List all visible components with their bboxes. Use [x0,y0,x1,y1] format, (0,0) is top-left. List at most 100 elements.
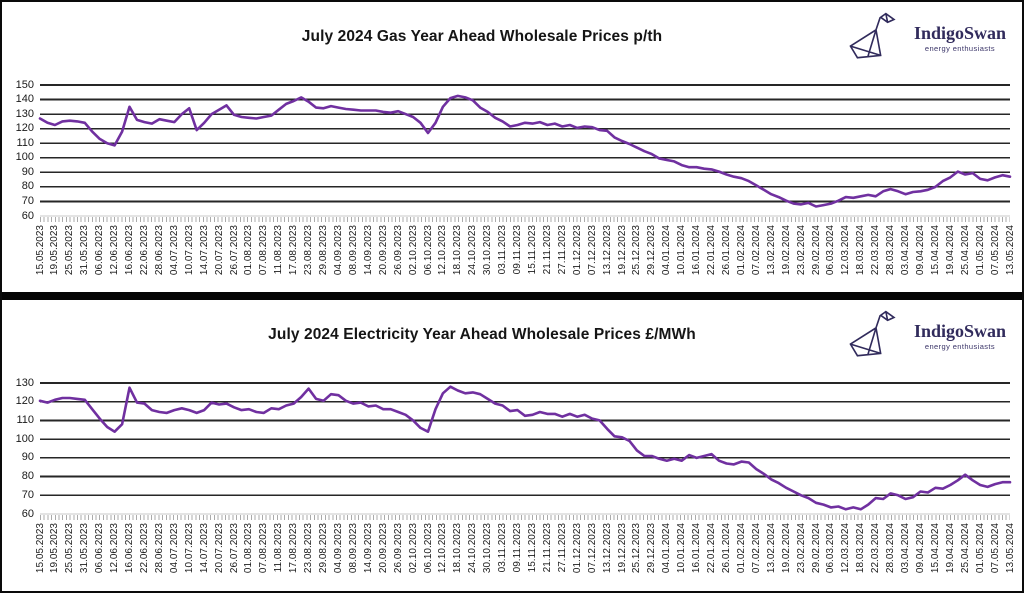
x-axis-label: 12.03.2024 [840,523,852,574]
y-axis-label: 70 [21,488,34,501]
logo-tagline: energy enthusiasts [924,44,996,53]
x-axis-label: 08.09.2023 [347,523,359,574]
x-axis-tick-strip [40,515,1010,520]
x-axis-label: 15.04.2024 [929,225,941,276]
x-axis-label: 15.05.2023 [34,225,46,276]
y-axis-label: 90 [21,165,34,178]
x-axis-label: 19.05.2023 [49,523,61,574]
x-axis-label: 11.08.2023 [273,523,285,573]
x-axis-label: 19.12.2023 [616,523,628,574]
x-axis-label: 29.02.2024 [810,523,822,574]
logo-name: IndigoSwan [913,321,1006,341]
x-axis-label: 19.04.2024 [944,523,956,574]
x-axis-label: 13.05.2024 [1004,523,1016,574]
x-axis-label: 16.01.2024 [691,523,703,574]
x-axis-label: 23.02.2024 [795,523,807,574]
x-axis-label: 27.11.2023 [556,523,568,573]
x-axis-label: 12.06.2023 [109,225,121,276]
gas-chart-title: July 2024 Gas Year Ahead Wholesale Price… [301,28,663,45]
gas-panel: July 2024 Gas Year Ahead Wholesale Price… [2,2,1022,292]
x-axis-label: 16.06.2023 [124,225,136,276]
x-axis-label: 04.01.2024 [661,523,673,574]
x-axis-label: 10.07.2023 [183,523,195,574]
x-axis-label: 03.11.2023 [497,225,509,275]
x-axis-label: 22.06.2023 [138,225,150,276]
x-axis-label: 09.11.2023 [512,225,524,275]
x-axis-label: 21.11.2023 [541,225,553,275]
x-axis-label: 07.02.2024 [750,225,762,276]
x-axis-label: 30.10.2023 [482,523,494,574]
x-axis-label: 03.11.2023 [497,523,509,573]
x-axis-label: 04.01.2024 [661,225,673,276]
y-axis-label: 60 [21,209,34,222]
x-axis-label: 25.05.2023 [64,225,76,276]
indigoswan-logo: IndigoSwan energy enthusiasts [847,309,1006,363]
x-axis-label: 20.09.2023 [377,523,389,574]
x-axis-label: 03.04.2024 [900,225,912,276]
price-line [38,385,1012,511]
x-axis-label: 15.04.2024 [929,523,941,574]
y-axis-label: 100 [15,432,34,445]
x-axis-label: 14.07.2023 [198,523,210,574]
x-axis-label: 01.08.2023 [243,225,255,276]
x-axis-label: 19.05.2023 [49,225,61,276]
x-axis-label: 13.12.2023 [601,225,613,276]
x-axis-label: 15.05.2023 [34,523,46,574]
x-axis-label: 21.11.2023 [541,523,553,573]
x-axis-label: 12.03.2024 [840,225,852,276]
x-axis-label: 06.06.2023 [94,523,106,574]
x-axis-label: 25.04.2024 [959,523,971,574]
x-axis-label: 29.08.2023 [318,225,330,276]
x-axis-label: 02.10.2023 [407,523,419,574]
x-axis-label: 30.10.2023 [482,225,494,276]
price-line [38,94,1012,208]
electricity-chart-title: July 2024 Electricity Year Ahead Wholesa… [268,326,696,343]
x-axis-label: 10.07.2023 [183,225,195,276]
x-axis-label: 01.05.2024 [974,523,986,574]
x-axis-label: 12.06.2023 [109,523,121,574]
x-axis-label: 04.09.2023 [332,523,344,574]
x-axis-label: 29.02.2024 [810,225,822,276]
x-axis-label: 06.03.2024 [825,523,837,574]
x-axis-label: 13.02.2024 [765,523,777,574]
y-axis-label: 130 [15,376,34,389]
x-axis-label: 07.12.2023 [586,225,598,276]
y-axis-label: 60 [21,507,34,520]
x-axis-label: 15.11.2023 [526,523,538,573]
x-axis-tick-strip [40,217,1010,222]
x-axis-label: 07.08.2023 [258,225,270,276]
x-axis-label: 07.08.2023 [258,523,270,574]
x-axis-label: 25.12.2023 [631,523,643,574]
x-axis-label: 22.06.2023 [138,523,150,574]
x-axis-label: 26.09.2023 [392,523,404,574]
x-axis-label: 20.07.2023 [213,523,225,574]
x-axis-label: 28.03.2024 [885,523,897,574]
panel-divider [2,292,1022,300]
x-axis-label: 10.01.2024 [676,225,688,276]
x-axis-label: 07.05.2024 [989,523,1001,574]
x-axis-label: 19.04.2024 [944,225,956,276]
x-axis-label: 03.04.2024 [900,523,912,574]
x-axis-label: 20.09.2023 [377,225,389,276]
y-axis-label: 100 [15,151,34,164]
y-axis-label: 110 [16,413,34,426]
x-axis-label: 01.02.2024 [735,225,747,276]
x-axis-label: 11.08.2023 [273,225,285,275]
logo-name: IndigoSwan [913,23,1006,43]
x-axis-label: 04.07.2023 [168,225,180,276]
x-axis-label: 25.05.2023 [64,523,76,574]
x-axis-label: 23.02.2024 [795,225,807,276]
y-axis-label: 150 [15,78,34,91]
x-axis-label: 26.07.2023 [228,523,240,574]
indigoswan-logo: IndigoSwan energy enthusiasts [847,11,1006,65]
x-axis-label: 24.10.2023 [467,523,479,574]
x-axis-label: 28.03.2024 [885,225,897,276]
x-axis-label: 13.02.2024 [765,225,777,276]
x-axis-label: 18.03.2024 [855,225,867,276]
x-axis-label: 14.07.2023 [198,225,210,276]
logo-text: IndigoSwan energy enthusiasts [914,23,1006,53]
y-axis-label: 120 [15,395,34,408]
x-axis-label: 25.12.2023 [631,225,643,276]
x-axis-label: 01.12.2023 [571,225,583,276]
